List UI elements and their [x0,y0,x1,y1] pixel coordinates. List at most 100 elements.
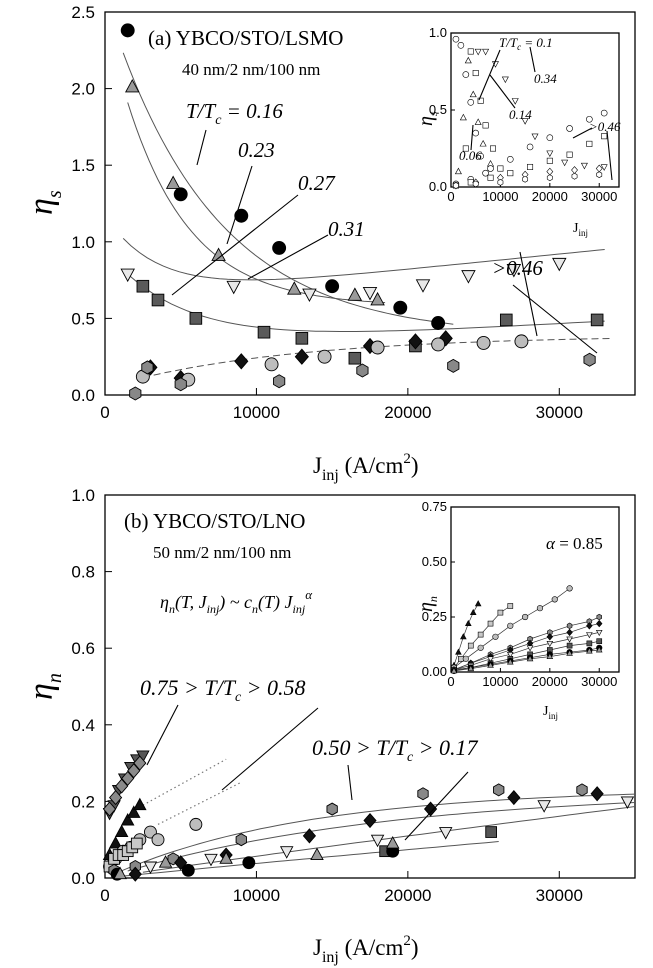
data-point [151,293,165,307]
y-tick-label: 0.5 [429,102,447,117]
inset-a-tc-014: 0.14 [509,107,532,122]
x-tick-label: 20000 [532,189,568,204]
data-point [482,169,489,177]
data-point [576,783,588,797]
inset-b-alpha-note: α = 0.85 [546,534,603,553]
data-point [108,835,123,849]
data-point [551,596,558,603]
arrow [478,49,501,101]
y-tick-label: 1.0 [71,233,95,252]
fit-curve [127,802,636,872]
data-point [356,363,369,378]
data-point [462,71,470,78]
data-point [566,649,573,656]
data-point [310,847,324,860]
x-tick-label: 10000 [233,886,280,905]
dotted-guide [142,758,227,806]
data-point [537,800,551,813]
data-point [482,122,489,129]
data-point [596,171,603,179]
data-point [506,155,514,163]
data-point [552,257,567,272]
y-tick-label: 0.00 [422,664,447,679]
inset-a-tc-046: >0.46 [589,119,621,134]
arrow [489,74,516,109]
y-tick-label: 0.75 [422,499,447,514]
fit-curve [122,269,605,332]
data-point [600,164,608,171]
data-point [489,145,496,152]
data-point [527,163,534,170]
data-point [302,288,317,302]
data-point [127,763,141,779]
data-point [477,152,484,160]
annotation-tc-031: 0.31 [328,217,365,241]
annotation-tc-023: 0.23 [238,138,275,162]
data-point [477,97,484,104]
data-point [596,613,602,621]
data-point [235,833,247,847]
data-point [526,143,534,151]
arrow [226,165,253,245]
panel-b-x-label: Jinj (A/cm2) [313,933,419,966]
data-point [120,23,135,38]
y-tick-label: 2.5 [71,3,95,22]
data-point [487,620,494,627]
data-point [211,247,226,261]
data-point [133,797,147,811]
data-point [273,374,286,389]
panel-a-inset-y-ticks: 0.0 0.5 1.0 [429,25,455,194]
arrow [171,194,299,296]
data-point [272,240,287,255]
data-point [507,170,514,177]
dotted-guide [157,781,242,825]
data-point [487,656,494,663]
data-point [546,640,554,648]
data-point [317,349,332,364]
data-point [596,638,603,645]
data-point [189,312,203,325]
panel-b-inset-markers [450,585,603,675]
panel-a: 0.0 0.5 1.0 1.5 2.0 2.5 0 10000 20000 30000 (a) … [23,3,636,484]
data-point [522,613,529,621]
data-point [464,56,472,64]
data-point [370,340,385,355]
data-point [133,755,147,771]
x-tick-label: 30000 [536,403,583,422]
data-point [417,787,429,801]
panel-b-y-label: ηn [23,673,66,700]
x-tick-label: 10000 [482,189,518,204]
data-point [302,828,317,844]
data-point [595,629,603,637]
x-tick-label: 20000 [384,886,431,905]
inset-a-tc-01: T/Tc = 0.1 [499,35,553,52]
arrow [221,707,319,791]
data-point [455,648,462,655]
arrow [196,129,207,166]
annotation-tc-046: >0.46 [492,256,543,280]
data-point [128,866,142,882]
data-point [487,661,494,668]
data-point [130,837,143,850]
data-point [586,115,593,123]
data-point [467,99,475,106]
panel-b-inset-x-label: Jinj [543,704,558,721]
data-point [143,825,157,839]
data-point [526,645,534,652]
panel-a-y-label: ηs [23,190,66,215]
data-point [479,139,487,147]
data-point [571,172,578,180]
data-point [546,157,553,164]
data-point [450,667,458,674]
x-tick-label: 0 [447,189,454,204]
data-point [492,633,499,640]
panel-a-arrows [171,129,598,354]
data-point [408,333,423,350]
panel-a-inset-frame [450,32,620,188]
data-point [596,619,603,628]
data-point [458,655,464,662]
data-point [546,174,553,182]
data-point [511,98,519,105]
data-point [462,655,469,662]
